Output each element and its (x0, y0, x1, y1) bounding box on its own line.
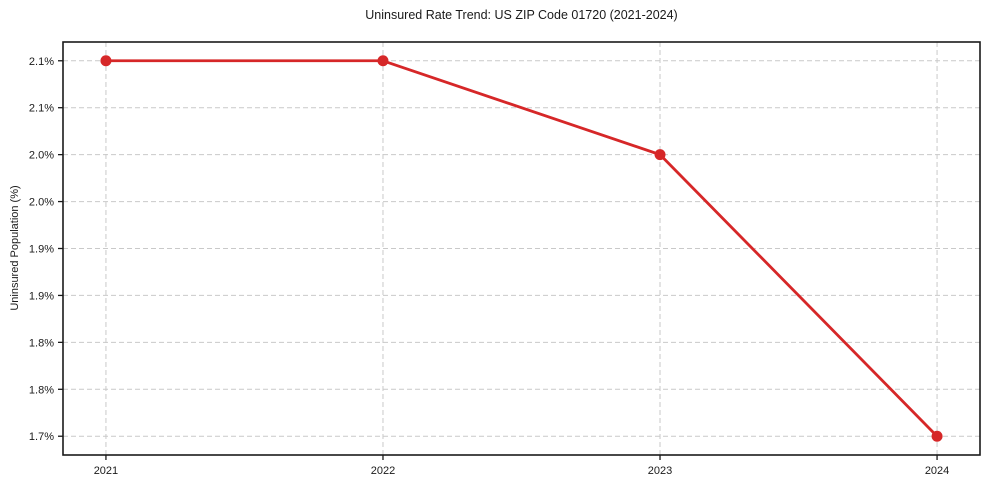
y-tick-label: 2.1% (29, 56, 54, 68)
y-tick-label: 1.7% (29, 431, 54, 443)
x-tick-label: 2022 (371, 465, 395, 477)
data-point-marker (377, 55, 389, 67)
y-tick-label: 2.0% (29, 197, 54, 209)
y-tick-label: 2.0% (29, 150, 54, 162)
y-tick-label: 2.1% (29, 103, 54, 115)
y-tick-label: 1.9% (29, 290, 54, 302)
chart-title: Uninsured Rate Trend: US ZIP Code 01720 … (365, 8, 678, 22)
x-tick-label: 2021 (94, 465, 118, 477)
y-tick-label: 1.8% (29, 337, 54, 349)
y-tick-label: 1.8% (29, 384, 54, 396)
data-point-marker (654, 149, 666, 161)
plot-frame (62, 41, 981, 456)
y-tick-label: 1.9% (29, 244, 54, 256)
x-tick-label: 2023 (648, 465, 672, 477)
data-point-marker (100, 55, 112, 67)
data-point-marker (931, 430, 943, 442)
data-line (104, 59, 939, 438)
x-tick-label: 2024 (925, 465, 949, 477)
